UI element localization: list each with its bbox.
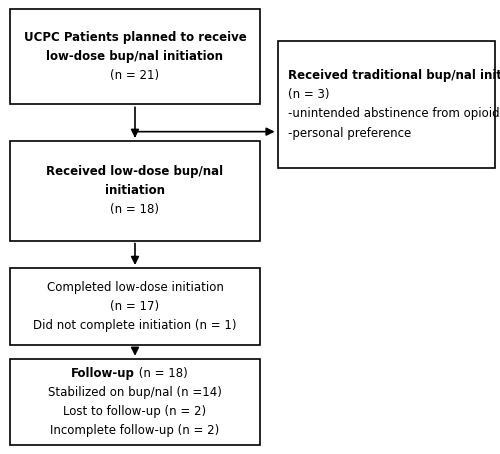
Text: initiation: initiation <box>105 184 165 197</box>
Text: (n = 3): (n = 3) <box>288 89 329 101</box>
FancyBboxPatch shape <box>10 268 260 345</box>
Text: -unintended abstinence from opioids: -unintended abstinence from opioids <box>288 108 500 120</box>
Text: (n = 21): (n = 21) <box>110 69 160 82</box>
FancyBboxPatch shape <box>10 359 260 445</box>
Text: Incomplete follow-up (n = 2): Incomplete follow-up (n = 2) <box>50 424 219 437</box>
Text: Stabilized on bup/nal (n =14): Stabilized on bup/nal (n =14) <box>48 386 222 399</box>
Text: -personal preference: -personal preference <box>288 127 411 139</box>
Text: Follow-up: Follow-up <box>71 367 135 380</box>
FancyBboxPatch shape <box>10 9 260 104</box>
Text: low-dose bup/nal initiation: low-dose bup/nal initiation <box>46 50 224 63</box>
Text: (n = 18): (n = 18) <box>135 367 188 380</box>
Text: Completed low-dose initiation: Completed low-dose initiation <box>46 281 224 294</box>
Text: (n = 18): (n = 18) <box>110 203 160 216</box>
Text: (n = 17): (n = 17) <box>110 300 160 313</box>
FancyBboxPatch shape <box>10 141 260 241</box>
Text: Received low-dose bup/nal: Received low-dose bup/nal <box>46 165 224 178</box>
FancyBboxPatch shape <box>278 41 495 168</box>
Text: Lost to follow-up (n = 2): Lost to follow-up (n = 2) <box>64 405 206 418</box>
Text: Did not complete initiation (n = 1): Did not complete initiation (n = 1) <box>33 319 237 332</box>
Text: UCPC Patients planned to receive: UCPC Patients planned to receive <box>24 31 246 44</box>
Text: Received traditional bup/nal initiation: Received traditional bup/nal initiation <box>288 69 500 82</box>
